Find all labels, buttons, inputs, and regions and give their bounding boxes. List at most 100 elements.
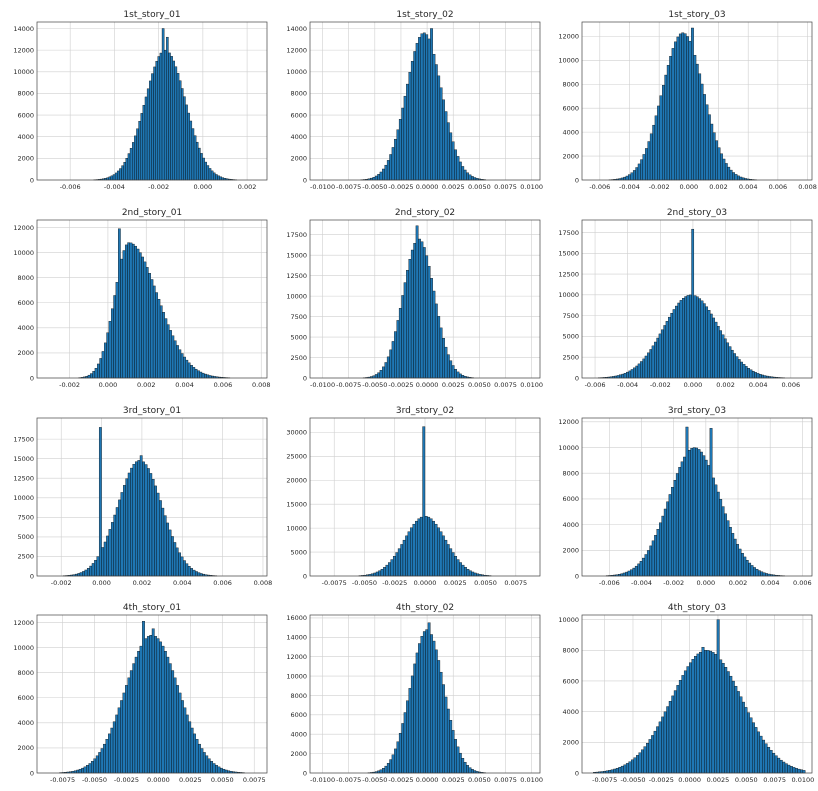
histogram-bar (454, 150, 456, 180)
x-tick-label: 0.004 (173, 579, 192, 587)
histogram-bar (756, 569, 758, 576)
histogram-bar (92, 563, 94, 576)
histogram-bar (614, 769, 617, 773)
histogram-bar (724, 514, 726, 576)
histogram-bar (158, 56, 160, 180)
histogram-bar (220, 768, 222, 773)
histogram-bar (387, 160, 389, 180)
histogram-bar (171, 56, 173, 180)
histogram-bar (225, 770, 227, 773)
histogram-bar (152, 479, 154, 576)
y-tick-label: 17500 (13, 435, 34, 443)
x-tick-label: 0.008 (254, 579, 273, 587)
histogram-bar (625, 572, 627, 576)
histogram-bar (418, 37, 420, 180)
histogram-bar (111, 728, 113, 773)
histogram-bar (430, 519, 432, 576)
x-tick-label: -0.002 (148, 183, 169, 191)
histogram-bar (207, 375, 209, 378)
histogram-bar (464, 567, 466, 576)
histogram-bar (223, 769, 225, 773)
histogram-bar (440, 672, 442, 773)
histogram-bar (471, 769, 473, 773)
histogram-bar (90, 566, 92, 576)
x-tick-label: -0.0100 (310, 183, 335, 191)
histogram-bar (442, 536, 444, 576)
histogram-bar (392, 147, 394, 180)
histogram-bar (624, 765, 627, 773)
y-tick-label: 4000 (17, 324, 34, 332)
histogram-bar (647, 353, 649, 378)
histogram-bar (730, 170, 732, 180)
histogram-bar (757, 732, 760, 773)
y-tick-label: 4000 (562, 521, 579, 529)
histogram-bar (803, 770, 806, 773)
histogram-bar (113, 722, 115, 773)
histogram-bar (157, 493, 159, 576)
histogram-bar (124, 162, 126, 180)
histogram-bar (755, 727, 758, 773)
x-tick-label: 0.002 (716, 381, 735, 389)
histogram-bar (168, 53, 170, 180)
histogram-bar (645, 148, 647, 180)
chart-title: 2nd_story_03 (667, 208, 727, 218)
histogram-bar (754, 372, 756, 378)
x-tick-label: 0.0025 (707, 776, 730, 784)
y-tick-label: 8000 (290, 90, 307, 98)
histogram-bar (703, 456, 705, 576)
histogram-bar (160, 53, 162, 180)
histogram-bar (423, 631, 425, 773)
histogram-bar (737, 691, 740, 773)
y-tick-label: 4000 (290, 133, 307, 141)
y-tick-label: 25000 (286, 453, 307, 461)
histogram-bar (775, 756, 778, 773)
histogram-bar (132, 142, 134, 180)
histogram-bar (84, 767, 86, 773)
x-tick-label: 0.004 (739, 183, 758, 191)
histogram-bar (111, 522, 113, 576)
histogram-bar (643, 154, 645, 180)
histogram-bar (686, 36, 688, 180)
histogram-bar (176, 548, 178, 576)
histogram-bar (649, 739, 652, 773)
histogram-bar (608, 770, 611, 773)
chart-title: 3rd_story_01 (123, 406, 181, 416)
histogram-bar (692, 659, 695, 773)
histogram-bar (650, 134, 652, 180)
histogram-bar (394, 749, 396, 773)
histogram-bar (171, 671, 173, 773)
histogram-bar (410, 528, 412, 576)
histogram-bar (217, 176, 219, 180)
x-tick-label: -0.002 (650, 381, 671, 389)
histogram-bar (723, 159, 725, 180)
x-tick-label: -0.006 (599, 579, 620, 587)
histogram-bar (462, 565, 464, 576)
histogram-bar (200, 372, 202, 378)
histogram-bar (181, 557, 183, 576)
histogram-bar (154, 636, 156, 773)
histogram-bar (405, 536, 407, 576)
histogram-bar (175, 67, 177, 180)
histogram-bar (714, 654, 717, 773)
x-tick-label: 0.0075 (494, 381, 517, 389)
histogram-bar (387, 357, 389, 378)
histogram-bar (687, 667, 690, 773)
y-tick-label: 14000 (286, 634, 307, 642)
x-tick-label: -0.0075 (336, 183, 361, 191)
histogram-bar (101, 749, 103, 773)
histogram-bar (742, 702, 745, 773)
x-tick-label: -0.002 (59, 381, 80, 389)
histogram-bar (732, 681, 735, 773)
histogram-bar (198, 744, 200, 773)
histogram-bar (733, 353, 735, 378)
histogram-bar (190, 365, 192, 378)
y-tick-label: 0 (303, 176, 307, 184)
histogram-bar (753, 567, 755, 576)
histogram-bar (125, 245, 127, 378)
histogram-bar (181, 88, 183, 180)
x-tick-label: -0.0075 (592, 776, 617, 784)
histogram-bar (136, 129, 138, 180)
